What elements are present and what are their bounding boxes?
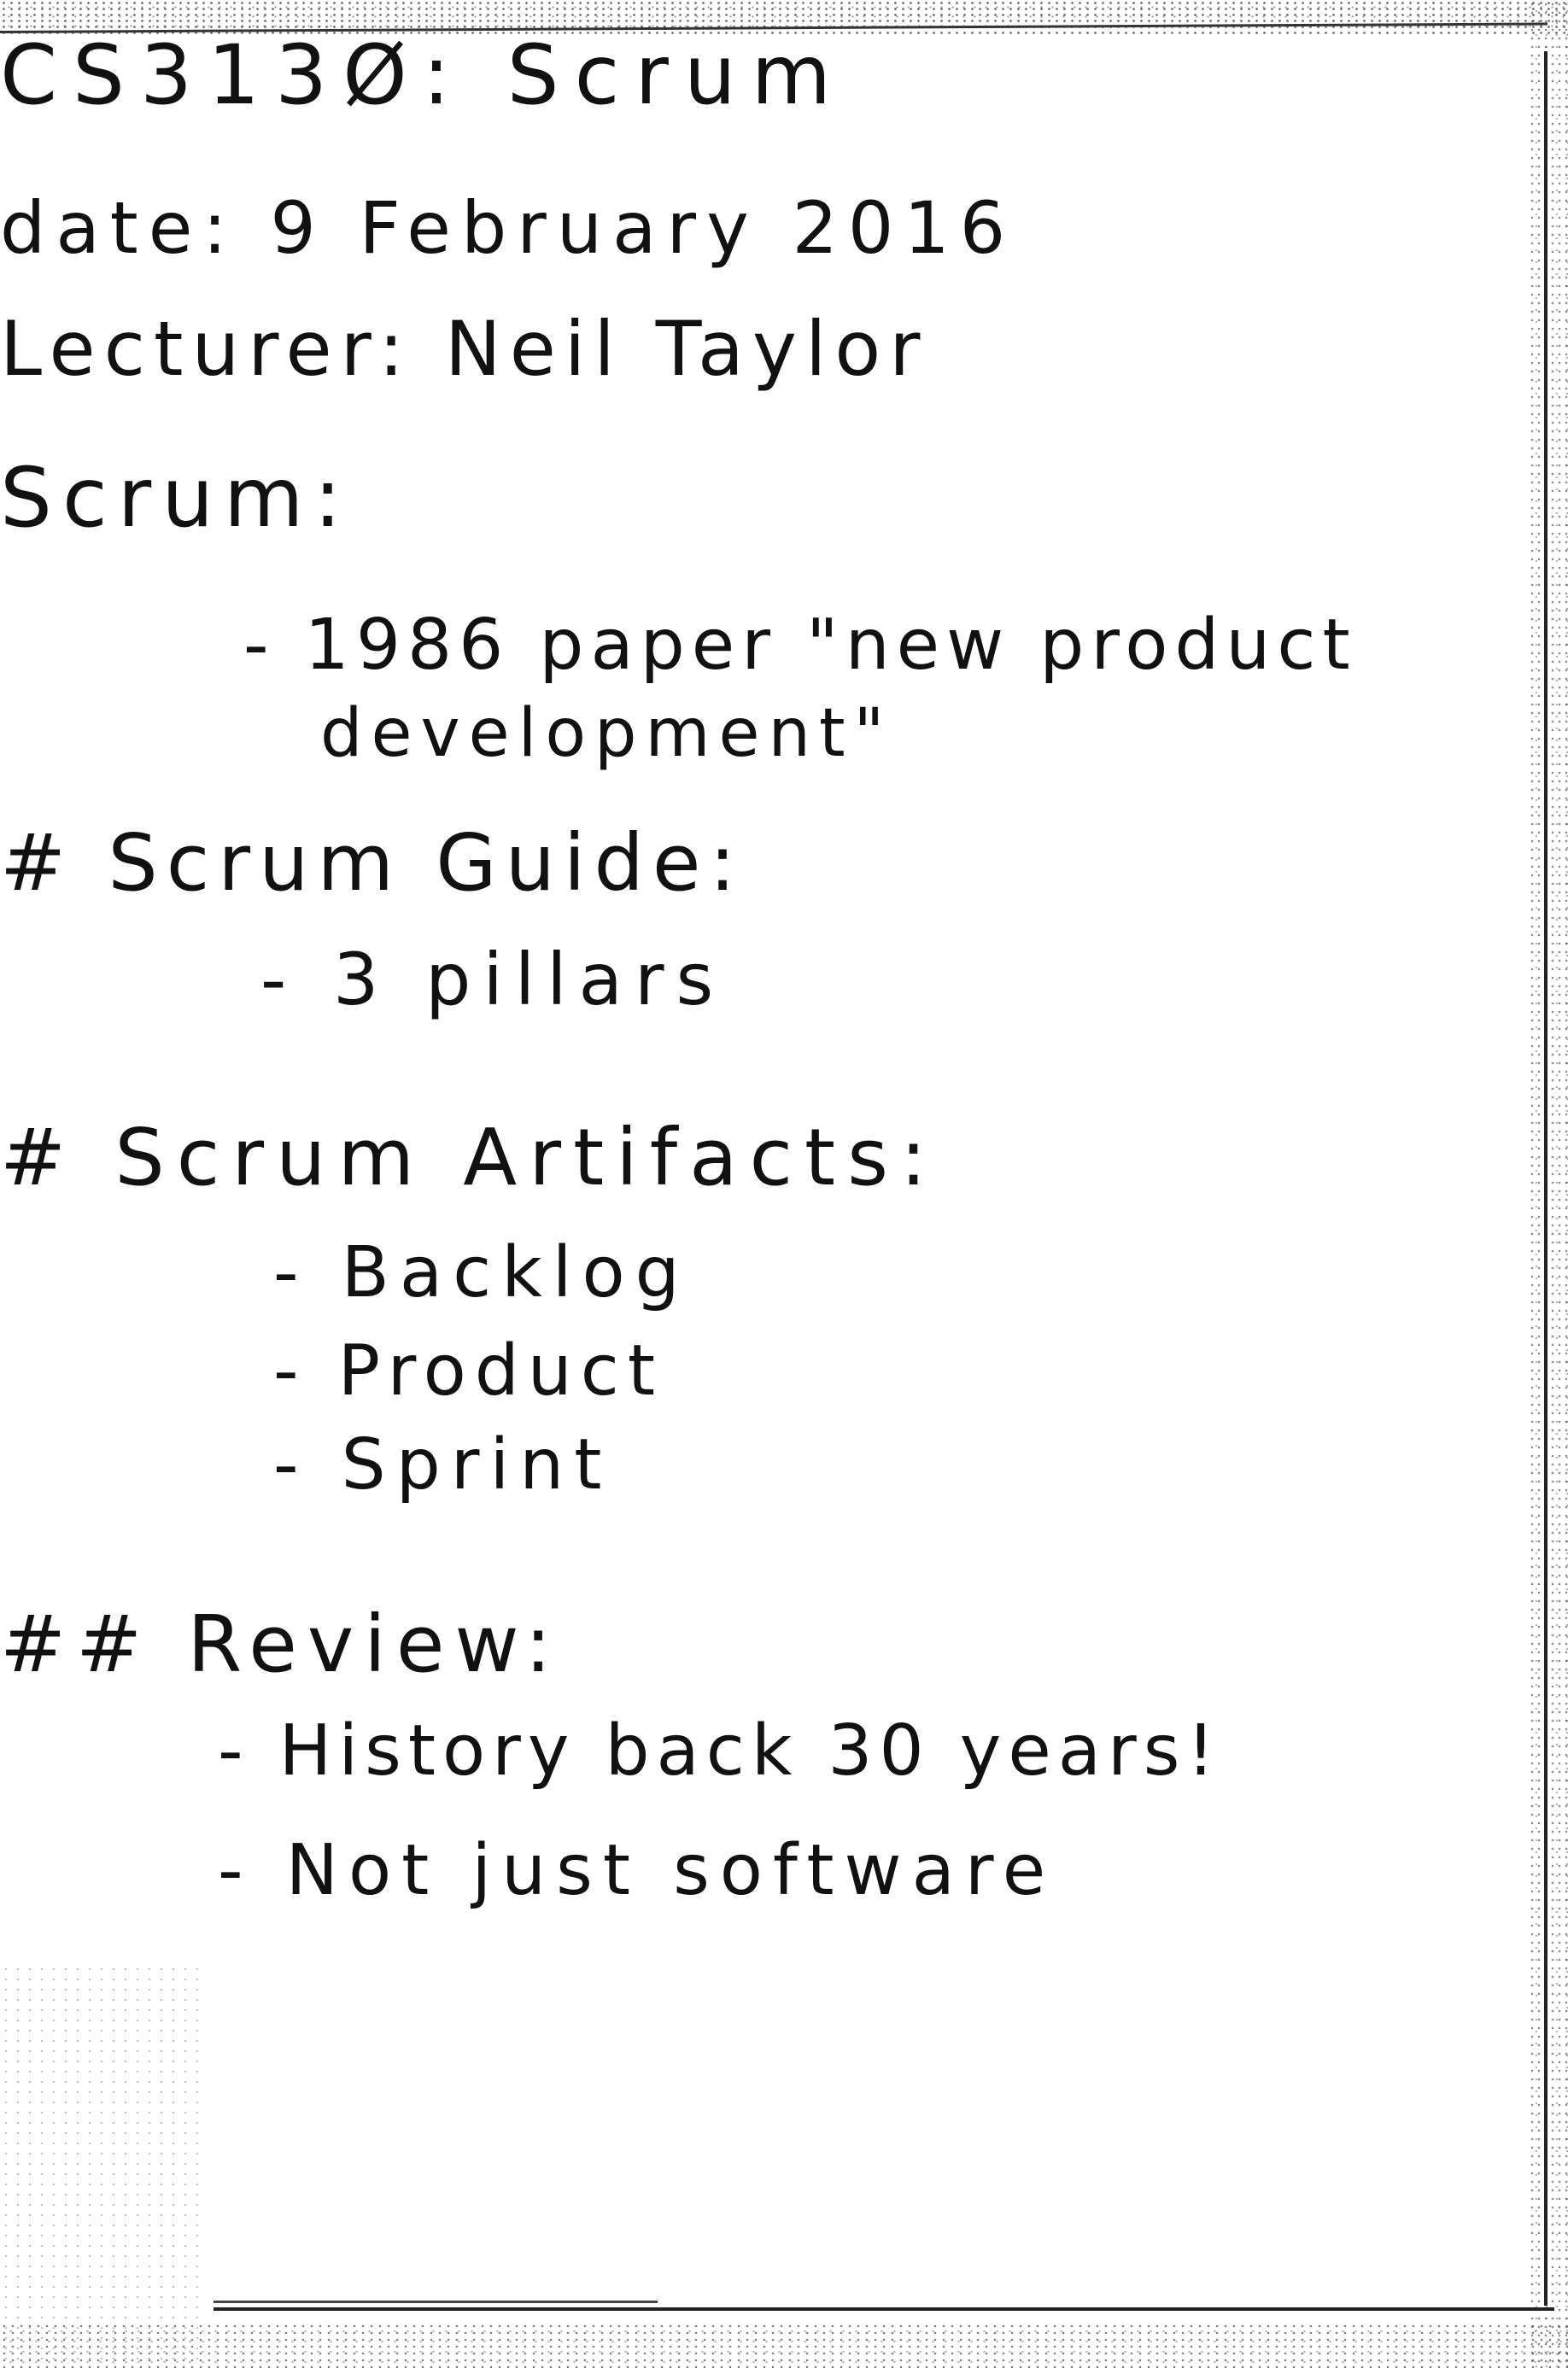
list-item: - History back 30 years!: [218, 1710, 1222, 1792]
paper-edge-bottom: [214, 2307, 1554, 2311]
scan-noise-right: [1529, 0, 1568, 2368]
section-heading-review: ## Review:: [0, 1599, 562, 1690]
page-title: CS313Ø: Scrum: [0, 27, 847, 123]
paper-edge-bottom-left: [214, 2301, 658, 2303]
list-item: - Sprint: [273, 1424, 612, 1506]
scan-noise-left-bottom: [0, 1964, 205, 2368]
scan-noise-bottom: [0, 2323, 1568, 2368]
date-line: date: 9 February 2016: [0, 186, 1016, 270]
list-item: - Not just software: [218, 1830, 1056, 1911]
section-heading-scrum: Scrum:: [0, 450, 352, 546]
list-item: - 1986 paper "new product: [243, 605, 1357, 686]
list-item: - Backlog: [273, 1232, 690, 1313]
section-heading-scrum-guide: # Scrum Guide:: [0, 817, 745, 909]
paper-edge-right: [1544, 51, 1548, 2306]
section-heading-scrum-artifacts: # Scrum Artifacts:: [0, 1112, 939, 1203]
lecturer-line: Lecturer: Neil Taylor: [0, 305, 929, 393]
list-item: development": [320, 695, 893, 772]
list-item: - Product: [273, 1330, 664, 1412]
list-item: - 3 pillars: [260, 938, 726, 1021]
